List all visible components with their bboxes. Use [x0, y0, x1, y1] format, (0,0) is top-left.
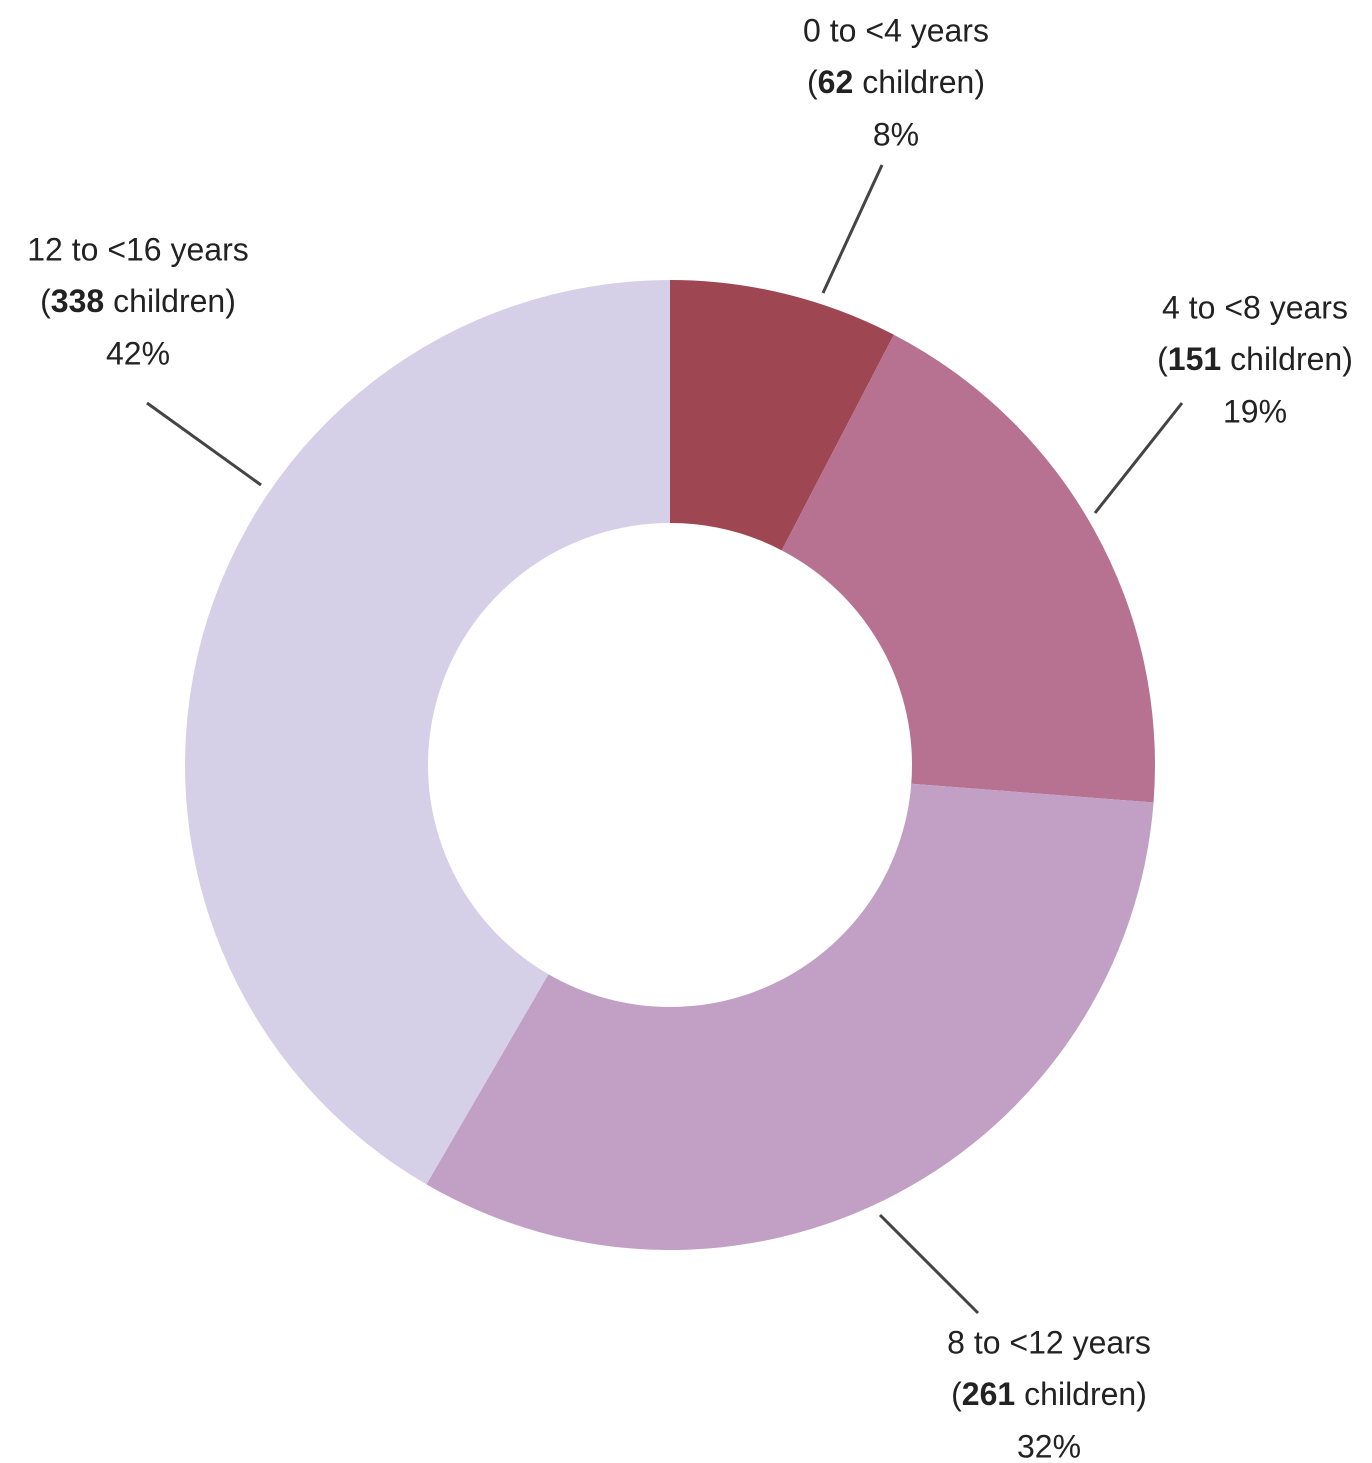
count-suffix: children)	[1024, 1376, 1147, 1412]
leader-line	[821, 164, 884, 294]
count-value: 151	[1168, 341, 1221, 377]
category-label: 4 to <8 years	[1162, 289, 1348, 325]
count-suffix: children)	[862, 64, 985, 100]
count-label: (261 children)	[951, 1376, 1147, 1412]
leader-line	[1093, 402, 1184, 514]
slice	[185, 280, 670, 1185]
count-value: 62	[818, 64, 854, 100]
count-prefix: (	[1157, 341, 1168, 377]
count-label: (62 children)	[807, 64, 985, 100]
count-value: 338	[51, 283, 104, 319]
percent-label: 19%	[1223, 393, 1287, 429]
leader-line	[146, 401, 262, 487]
category-label: 8 to <12 years	[947, 1324, 1151, 1360]
percent-label: 32%	[1017, 1428, 1081, 1463]
count-suffix: children)	[113, 283, 236, 319]
count-prefix: (	[951, 1376, 962, 1412]
slice	[426, 783, 1154, 1250]
leader-line	[878, 1213, 980, 1315]
count-prefix: (	[807, 64, 818, 100]
count-suffix: children)	[1230, 341, 1353, 377]
slice	[670, 280, 894, 551]
slice	[781, 334, 1155, 803]
percent-label: 8%	[873, 116, 919, 152]
count-prefix: (	[40, 283, 51, 319]
category-label: 12 to <16 years	[27, 231, 248, 267]
count-label: (338 children)	[40, 283, 236, 319]
count-label: (151 children)	[1157, 341, 1353, 377]
percent-label: 42%	[106, 335, 170, 371]
count-value: 261	[962, 1376, 1015, 1412]
category-label: 0 to <4 years	[803, 12, 989, 48]
